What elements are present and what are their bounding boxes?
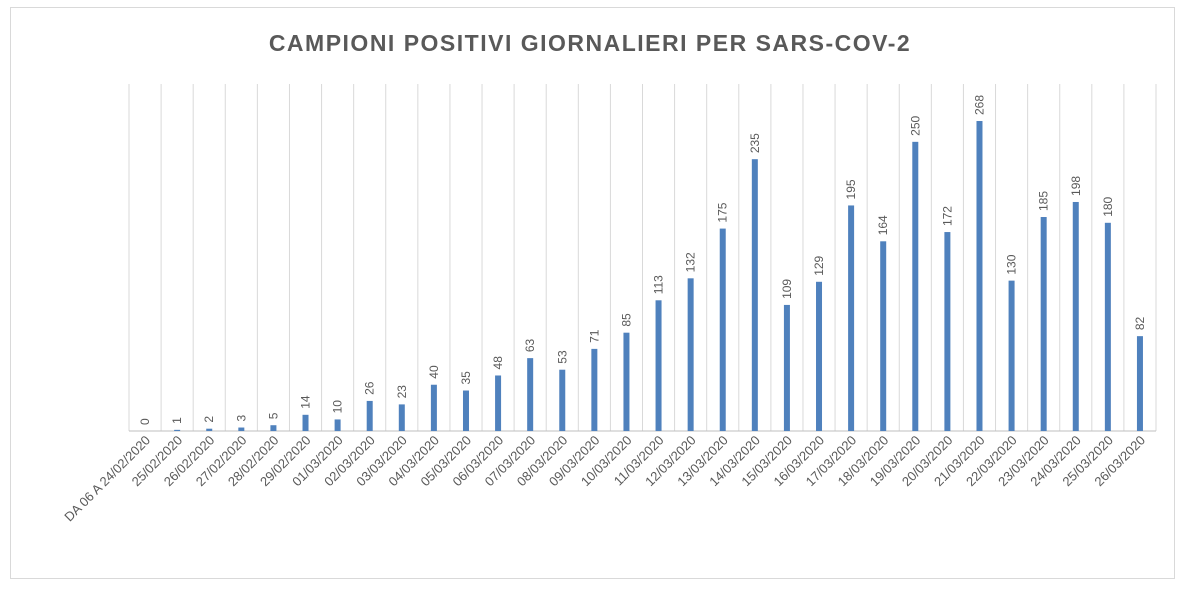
bar [655, 300, 662, 431]
data-label: 268 [972, 95, 986, 115]
bar [1104, 222, 1111, 431]
data-label: 40 [427, 365, 441, 379]
data-label: 82 [1133, 316, 1147, 330]
bar [880, 241, 887, 431]
bar [1008, 280, 1015, 431]
data-label: 3 [234, 415, 248, 422]
data-label: 35 [459, 371, 473, 385]
data-label: 109 [780, 279, 794, 299]
data-label: 130 [1005, 254, 1019, 274]
data-label: 235 [748, 133, 762, 153]
data-label: 132 [684, 252, 698, 272]
data-label: 10 [331, 400, 345, 414]
bar [944, 232, 951, 431]
bar [1136, 336, 1143, 431]
bar [783, 304, 790, 431]
data-label: 172 [940, 206, 954, 226]
data-label: 71 [587, 329, 601, 343]
bar [848, 205, 855, 431]
bar [430, 384, 437, 431]
bar [623, 332, 630, 431]
bar [1040, 217, 1047, 431]
data-label: 180 [1101, 196, 1115, 216]
data-label: 113 [652, 275, 666, 294]
gridlines [128, 84, 1157, 431]
bar [527, 358, 534, 431]
data-label: 53 [555, 350, 569, 364]
x-tick-labels: DA 06 A 24/02/202025/02/202026/02/202027… [61, 433, 1148, 525]
bar [495, 375, 502, 431]
bar [366, 400, 373, 431]
data-label: 129 [812, 255, 826, 275]
data-label: 85 [619, 313, 633, 327]
data-label: 1 [170, 417, 184, 424]
bar [398, 404, 405, 431]
data-label: 23 [395, 385, 409, 399]
bar [302, 414, 309, 431]
data-label: 185 [1037, 191, 1051, 211]
bar [174, 429, 181, 431]
data-label: 250 [908, 115, 922, 135]
bar [559, 369, 566, 431]
bar [462, 390, 469, 431]
bar [687, 278, 694, 431]
data-label: 48 [491, 356, 505, 370]
data-label: 5 [266, 412, 280, 419]
data-label: 164 [876, 215, 890, 235]
bar [816, 281, 823, 431]
bar [1072, 201, 1079, 431]
data-label: 175 [716, 202, 730, 222]
bar [912, 141, 919, 432]
bar [270, 425, 277, 431]
data-label: 14 [299, 395, 313, 409]
bar [206, 428, 213, 431]
bar [751, 159, 758, 431]
bar [976, 121, 983, 431]
bar-series [174, 121, 1143, 432]
data-label: 195 [844, 179, 858, 199]
bar [591, 348, 598, 431]
data-label: 0 [138, 418, 152, 425]
bar [238, 427, 245, 431]
chart-title: CAMPIONI POSITIVI GIORNALIERI PER SARS-C… [268, 30, 912, 56]
bar [719, 228, 726, 431]
bar [334, 419, 341, 431]
data-label: 2 [202, 416, 216, 423]
data-label: 198 [1069, 176, 1083, 196]
data-label: 63 [523, 338, 537, 352]
data-label: 26 [363, 381, 377, 395]
